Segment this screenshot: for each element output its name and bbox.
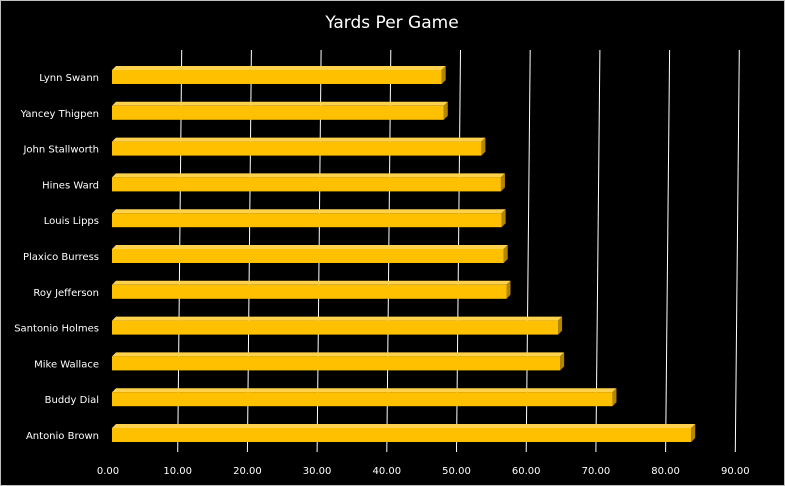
bar-top xyxy=(112,101,448,106)
bar-face xyxy=(112,213,502,228)
category-label: Santonio Holmes xyxy=(14,324,99,335)
gridline xyxy=(665,49,671,453)
bar-top xyxy=(112,280,511,285)
bar-face xyxy=(112,320,559,335)
x-tick-label: 50.00 xyxy=(442,466,471,477)
bar-face xyxy=(112,284,507,299)
bar-top xyxy=(112,173,505,178)
bar-face xyxy=(112,356,561,371)
bar-top xyxy=(112,209,506,214)
bar xyxy=(112,280,511,299)
bar-face xyxy=(112,428,692,442)
bar-face xyxy=(112,70,442,84)
bar xyxy=(112,424,696,442)
bar xyxy=(112,245,508,263)
bar-side xyxy=(503,245,508,263)
bar-top xyxy=(112,245,508,249)
bar xyxy=(112,101,448,120)
category-label: Yancey Thigpen xyxy=(20,109,99,120)
category-label: Plaxico Burress xyxy=(23,252,99,263)
bar-side xyxy=(612,388,617,407)
category-label: Hines Ward xyxy=(42,180,99,191)
bar-side xyxy=(500,173,505,192)
bar-face xyxy=(112,392,613,407)
bar-top xyxy=(112,66,446,70)
category-label: Buddy Dial xyxy=(45,395,99,406)
x-tick-label: 90.00 xyxy=(721,466,750,477)
bar-side xyxy=(560,352,565,371)
category-label: Roy Jefferson xyxy=(33,288,99,299)
category-label: Mike Wallace xyxy=(34,359,99,370)
x-tick-label: 40.00 xyxy=(372,466,401,477)
category-label: John Stallworth xyxy=(22,145,99,156)
x-tick-label: 70.00 xyxy=(582,466,611,477)
x-tick-label: 60.00 xyxy=(512,466,541,477)
bar-side xyxy=(443,101,448,120)
bar-side xyxy=(501,209,506,228)
gridline xyxy=(734,49,740,453)
category-label: Lynn Swann xyxy=(39,73,99,84)
category-labels: Lynn Swann Yancey Thigpen John Stallworth H… xyxy=(14,73,99,442)
bar-top xyxy=(112,137,486,142)
bar-side xyxy=(558,316,563,335)
category-label: Louis Lipps xyxy=(44,216,99,227)
category-label: Antonio Brown xyxy=(26,431,99,442)
bar-face xyxy=(112,177,501,192)
bar-side xyxy=(441,66,446,84)
bar-top xyxy=(112,424,696,428)
bars xyxy=(112,66,696,442)
x-tick-label: 0.00 xyxy=(97,466,119,477)
bar xyxy=(112,316,563,335)
bar-face xyxy=(112,249,504,263)
bar xyxy=(112,137,486,156)
bar xyxy=(112,388,617,407)
bar xyxy=(112,352,565,371)
bar-face xyxy=(112,105,444,120)
bar xyxy=(112,66,446,84)
bar-top xyxy=(112,352,565,357)
bar xyxy=(112,209,506,228)
x-tick-labels: 0.00 10.00 20.00 30.00 40.00 50.00 60.00 70.00 8… xyxy=(97,466,750,477)
gridline xyxy=(595,49,601,453)
bar-face xyxy=(112,141,482,156)
bar xyxy=(112,173,505,192)
gridline xyxy=(525,49,531,453)
bar-top xyxy=(112,316,563,321)
bar-side xyxy=(691,424,696,442)
x-tick-label: 10.00 xyxy=(163,466,192,477)
bar-top xyxy=(112,388,617,393)
bar-side xyxy=(481,137,486,156)
chart-title: Yards Per Game xyxy=(324,13,458,33)
x-tick-label: 80.00 xyxy=(651,466,680,477)
x-tick-label: 20.00 xyxy=(233,466,262,477)
x-tick-label: 30.00 xyxy=(303,466,332,477)
bar-side xyxy=(506,280,511,299)
